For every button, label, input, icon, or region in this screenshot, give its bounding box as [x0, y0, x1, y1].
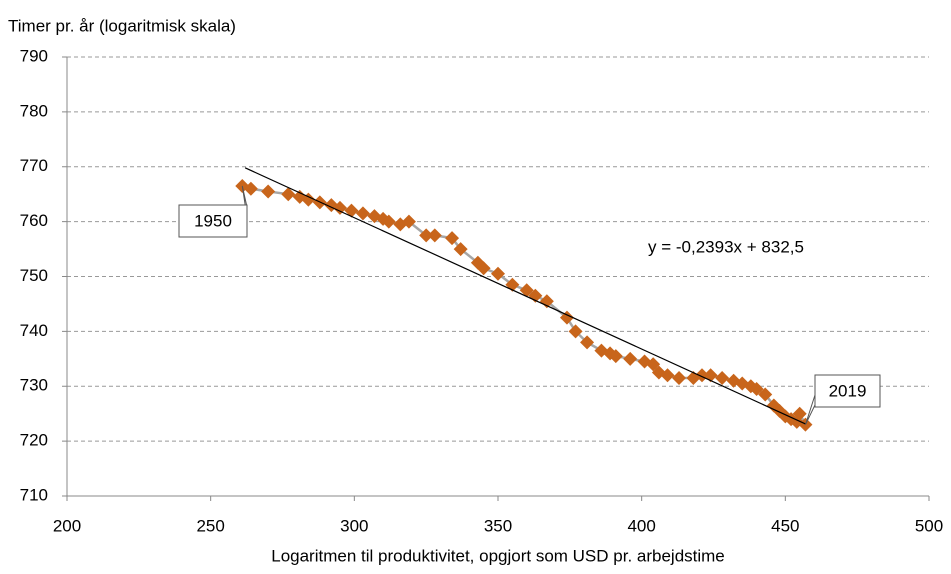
point — [427, 228, 442, 243]
point — [519, 283, 534, 298]
point — [355, 206, 370, 221]
y-tick-label: 730 — [20, 376, 48, 395]
point — [749, 381, 764, 396]
y-tick-label: 740 — [20, 321, 48, 340]
x-tick-label: 250 — [196, 516, 224, 535]
point — [332, 200, 347, 215]
point — [476, 261, 491, 276]
point — [445, 231, 460, 246]
point — [344, 203, 359, 218]
callout-pointer — [804, 394, 816, 425]
point — [758, 387, 773, 402]
point — [660, 368, 675, 383]
point — [419, 228, 434, 243]
point — [580, 335, 595, 350]
x-tick-label: 350 — [484, 516, 512, 535]
point — [243, 181, 258, 196]
point — [623, 351, 638, 366]
callout-box — [814, 374, 881, 408]
point — [301, 192, 316, 207]
point — [792, 406, 807, 421]
x-tick-label: 300 — [340, 516, 368, 535]
callout-box — [178, 204, 248, 238]
y-tick-label: 710 — [20, 485, 48, 504]
x-tick-label: 400 — [627, 516, 655, 535]
point — [261, 184, 276, 199]
point — [559, 310, 574, 325]
trendline-label: y = -0,2393x + 832,5 — [648, 237, 804, 256]
point — [715, 371, 730, 386]
x-tick-label: 200 — [53, 516, 81, 535]
y-tick-label: 760 — [20, 211, 48, 230]
point — [381, 214, 396, 229]
point — [672, 371, 687, 386]
y-tick-label: 770 — [20, 156, 48, 175]
y-tick-label: 750 — [20, 266, 48, 285]
point — [281, 187, 296, 202]
y-tick-label: 720 — [20, 431, 48, 450]
point — [491, 266, 505, 281]
y-tick-label: 790 — [20, 46, 48, 65]
trendline — [244, 167, 806, 425]
y-axis-title: Timer pr. år (logaritmisk skala) — [8, 16, 236, 35]
point — [401, 214, 416, 229]
x-tick-label: 500 — [915, 516, 943, 535]
x-tick-label: 450 — [771, 516, 799, 535]
annotation: 1950 — [194, 211, 232, 230]
annotation: 2019 — [829, 381, 867, 400]
y-tick-label: 780 — [20, 101, 48, 120]
point — [453, 242, 468, 257]
point — [608, 349, 623, 364]
point — [568, 324, 583, 339]
x-axis-title: Logaritmen til produktivitet, opgjort so… — [271, 546, 725, 565]
